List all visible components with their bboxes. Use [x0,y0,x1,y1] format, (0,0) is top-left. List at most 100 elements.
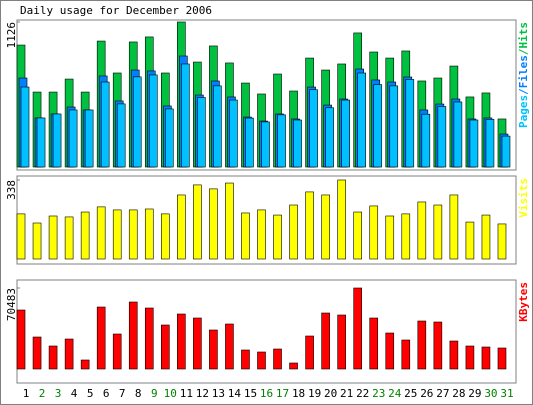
bar [181,63,190,168]
bar [481,346,491,370]
x-tick-label: 7 [119,387,126,400]
legend-entry: Pages [517,95,530,128]
x-tick-label: 22 [356,387,369,400]
bar [80,211,90,260]
legend: KBytes [517,282,530,322]
x-tick-label: 24 [388,387,402,400]
x-tick-label: 11 [180,387,193,400]
bar [289,362,298,370]
x-tick-label: 15 [244,387,257,400]
bar [32,222,42,260]
bar [497,223,507,260]
x-tick-label: 17 [276,387,289,400]
bar [305,335,314,370]
x-tick-label: 25 [404,387,417,400]
bar [116,103,126,168]
x-tick-label: 3 [55,387,62,400]
x-tick-label: 1 [23,387,30,400]
bar [337,314,346,370]
bar [337,179,346,260]
bar [465,221,475,260]
bar [273,214,282,260]
bar [497,347,507,370]
legend-entry: Hits [517,22,530,49]
bar [20,86,30,168]
bar [148,74,158,168]
bar [48,215,58,260]
bar [209,329,218,370]
bar [485,119,495,168]
bar [309,89,318,168]
bar [433,321,443,370]
bar [80,359,90,370]
bar [257,351,266,370]
bar [437,106,447,168]
bar [144,208,154,260]
bar [449,340,459,370]
legend: Visits [517,178,530,218]
legend-separator: / [517,88,530,95]
bar [385,215,395,260]
bar [357,72,366,168]
bar [465,345,475,370]
x-tick-label: 9 [151,387,158,400]
x-tick-label: 27 [436,387,449,400]
bar [321,312,330,370]
x-tick-label: 20 [324,387,337,400]
legend-entry: KBytes [517,282,530,322]
bar [245,117,254,168]
bar [36,117,46,168]
bar [128,209,138,260]
bar [417,320,427,370]
bar [369,317,379,370]
legend: Pages/Files/Hits [517,22,530,128]
bar [52,113,62,168]
x-tick-label: 16 [260,387,273,400]
legend-separator: / [517,48,530,55]
bar [213,85,222,168]
bar [32,336,42,370]
x-tick-label: 23 [372,387,385,400]
bar [293,119,302,168]
bar [341,99,350,168]
bar [261,121,270,168]
x-tick-label: 10 [164,387,177,400]
bar [100,81,110,168]
bar [449,194,459,260]
bar [369,205,379,260]
bar [193,317,202,370]
x-tick-label: 8 [135,387,142,400]
bar [197,97,206,168]
x-tick-label: 19 [308,387,321,400]
bar [241,349,250,370]
bar [144,307,154,370]
legend-entry: Visits [517,178,530,218]
bar [96,306,106,370]
bar [193,184,202,260]
bar [128,301,138,370]
chart-title: Daily usage for December 2006 [20,4,212,17]
x-tick-label: 28 [452,387,465,400]
legend-entry: Files [517,55,530,88]
bar [401,213,411,260]
x-tick-label: 4 [71,387,78,400]
x-tick-label: 13 [212,387,225,400]
bar [417,201,427,260]
bar [321,194,330,260]
bar [453,101,463,168]
bar [373,84,383,168]
bar [257,209,266,260]
bar [84,109,94,168]
bar [229,99,238,168]
x-tick-label: 5 [87,387,94,400]
bar [481,214,491,260]
x-tick-label: 2 [39,387,46,400]
x-tick-label: 30 [484,387,497,400]
bar [433,204,443,260]
bar [273,348,282,370]
x-tick-label: 21 [340,387,353,400]
x-tick-label: 29 [468,387,481,400]
bar [161,213,170,260]
bar [112,209,122,260]
